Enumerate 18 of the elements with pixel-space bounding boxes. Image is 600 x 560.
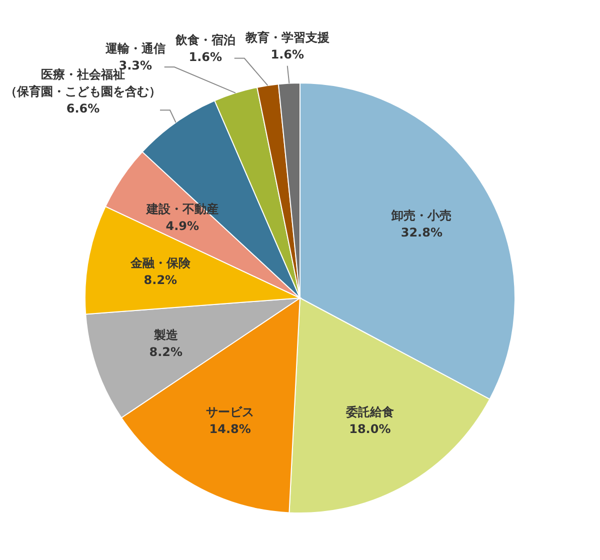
slice-label: サービス: [206, 405, 254, 420]
slice-label: 金融・保険: [129, 256, 192, 270]
slice-label: 卸売・小売: [390, 208, 452, 223]
data-label: 1.6%: [270, 48, 304, 62]
data-label: 4.9%: [166, 219, 200, 234]
data-label: 6.6%: [66, 102, 100, 116]
data-label: 32.8%: [400, 226, 443, 240]
slice-label: 運輸・通信: [104, 42, 166, 56]
slice-label: 委託給食: [344, 405, 394, 420]
slice-label: 建設・不動産: [145, 202, 218, 216]
data-label: 1.6%: [188, 50, 222, 64]
data-label: 8.2%: [144, 273, 178, 288]
data-label: 14.8%: [209, 422, 251, 436]
slice-label: 教育・学習支援: [244, 30, 330, 45]
data-label: 18.0%: [349, 422, 391, 436]
slice-label: 飲食・宿泊: [174, 33, 236, 48]
data-label: 8.2%: [149, 345, 183, 360]
slice-label: 製造: [152, 328, 179, 342]
